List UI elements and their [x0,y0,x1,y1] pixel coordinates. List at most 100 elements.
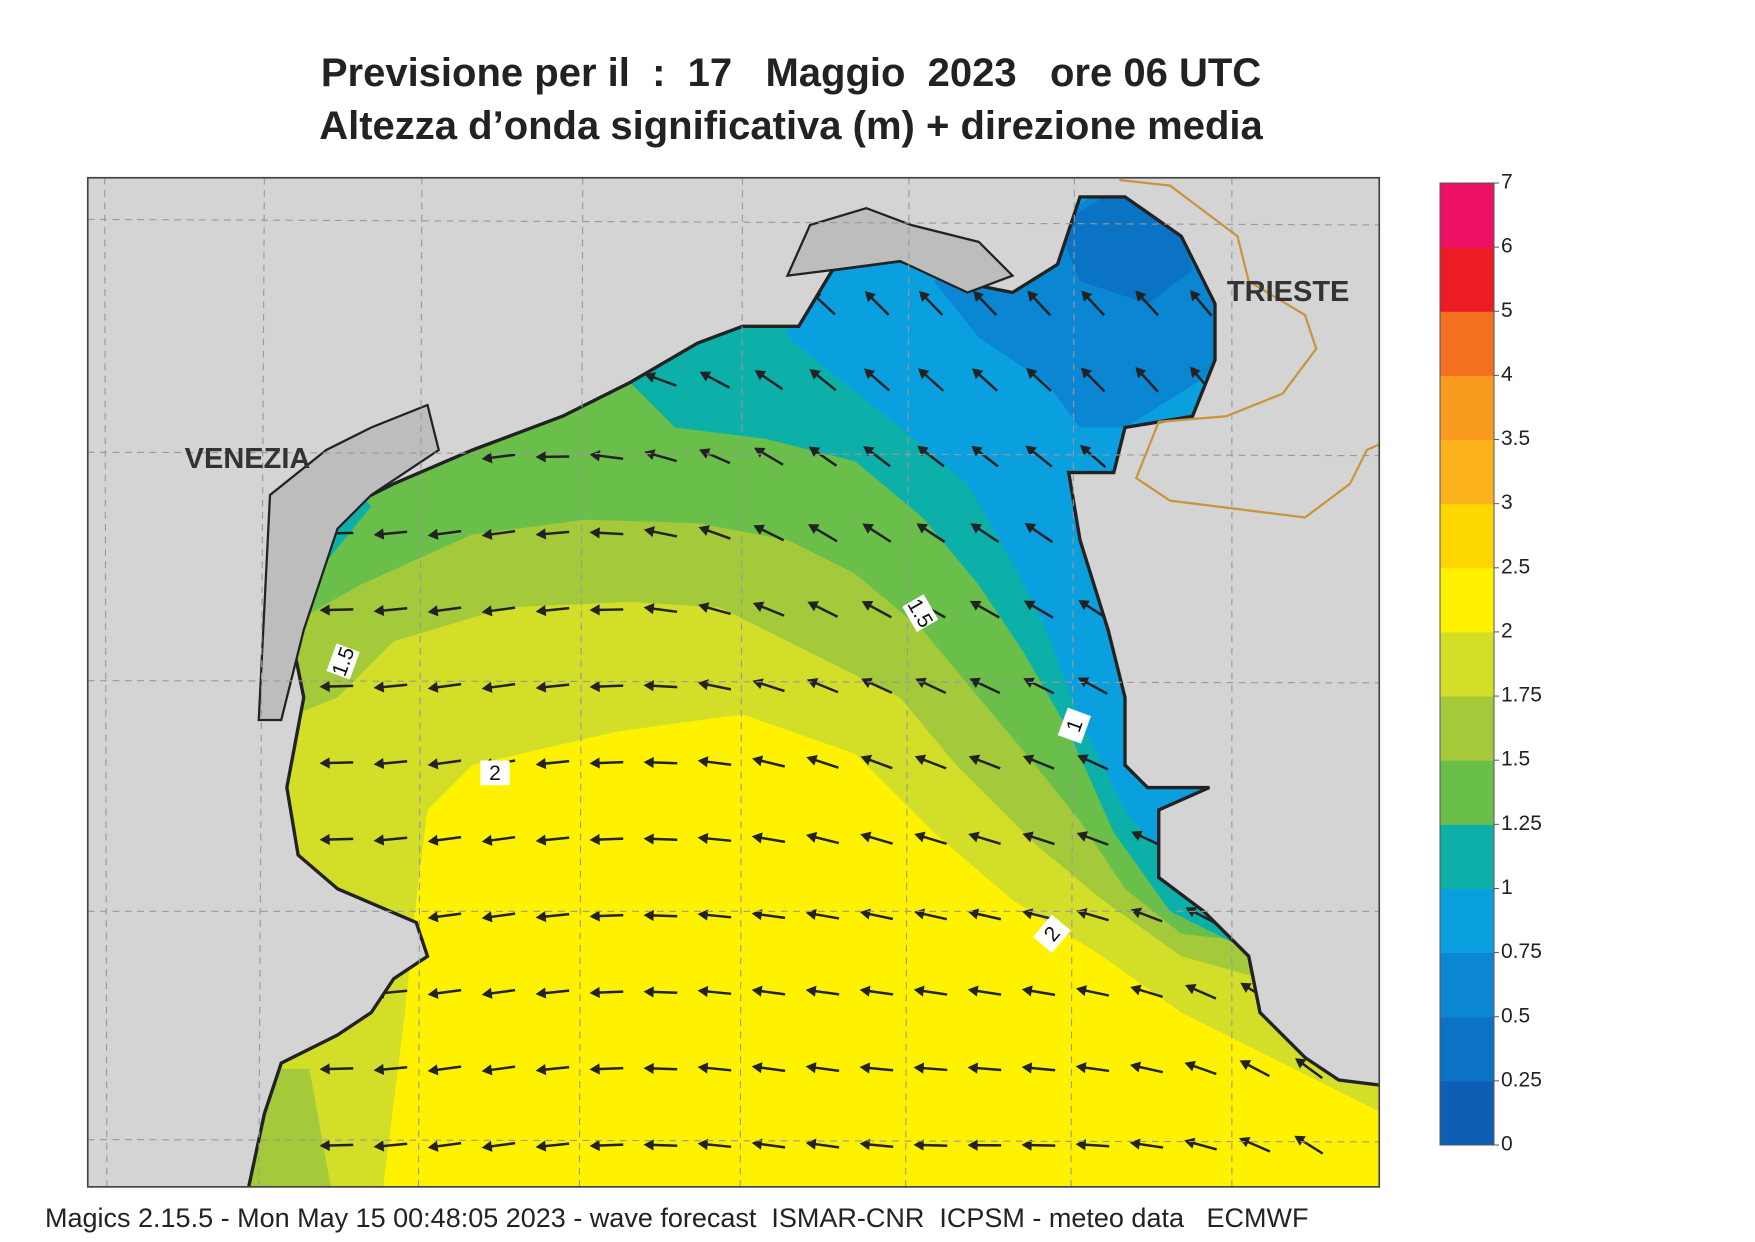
wave-arrow [698,602,732,616]
wave-arrow [860,754,893,770]
wave-arrow [535,528,570,540]
arrow-head [697,756,709,768]
wave-arrow [807,524,838,543]
arrow-head [1131,830,1143,842]
arrow-head [967,1139,978,1151]
wave-arrow [481,528,516,540]
arrow-head [427,987,439,999]
arrow-head [918,290,931,303]
arrow-head [427,911,439,923]
wave-arrow [859,985,894,997]
arrow-head [535,757,547,770]
wave-arrow [427,605,462,617]
arrow-head [805,985,817,997]
wave-arrow [427,1140,462,1152]
arrow-head [971,445,983,457]
arrow-head [698,602,710,614]
wave-arrow [969,677,1001,695]
colorbar-band [1440,888,1494,954]
wave-arrow [698,525,731,540]
colorbar-label: 4 [1501,363,1513,386]
colorbar-frame [1439,182,1495,1146]
arrow-head [697,1062,709,1074]
wave-arrow [751,985,786,997]
wave-arrow [589,450,624,462]
arrow-head [699,448,711,459]
label-box [902,594,939,632]
arrow-head [427,834,439,846]
wave-arrow [1294,1135,1324,1155]
wave-arrow [859,1062,894,1074]
arrow-head [1076,831,1089,842]
arrow-head [373,528,385,540]
wave-arrow [914,754,947,770]
arrow-head [427,681,439,693]
wave-arrow [809,368,837,392]
arrow-head [319,833,330,846]
arrow-head [643,756,654,769]
wave-arrow [805,1062,840,1074]
arrow-head [969,600,982,611]
wave-arrow [643,526,678,538]
colorbar-band [1440,247,1494,312]
arrow-head [1135,366,1147,379]
wave-arrow [319,833,354,846]
arrow-head [643,1062,654,1075]
wave-arrow [753,524,785,542]
wave-arrow [644,449,677,463]
wave-arrow [319,604,354,616]
wave-arrow [535,757,570,770]
wave-arrow [697,985,732,998]
wave-arrow [481,1064,516,1076]
arrow-head [643,603,655,615]
arrow-head [644,372,657,383]
arrow-head [805,908,817,920]
arrow-head [916,523,929,534]
contour-label: 2 [1032,914,1071,953]
arrow-head [751,909,763,921]
wave-arrow [973,290,998,316]
wave-arrow [1081,290,1106,317]
wave-arrow [481,605,516,617]
wave-arrow [373,604,408,617]
wave-arrow [1135,290,1160,317]
arrow-head [589,450,601,462]
colorbar-label: 3 [1501,491,1513,514]
title: Previsione per il : 17 Maggio 2023 ore 0… [321,51,1261,95]
wave-arrow [481,911,516,923]
wave-arrow [643,1139,678,1151]
arrow-head [752,601,765,613]
wave-arrow [643,833,678,845]
wave-arrow [535,834,570,846]
arrow-head [1239,1060,1252,1071]
contour-label: 2 [480,760,510,786]
wave-arrow [427,758,462,770]
arrow-head [373,1140,385,1152]
arrow-head [1184,1137,1196,1149]
wave-arrow [643,756,678,769]
wave-arrow [589,757,624,769]
arrow-head [806,831,818,843]
place-label: TRIESTE [1227,276,1349,308]
arrow-head [860,831,872,843]
arrow-head [589,680,600,693]
wave-arrow [697,909,732,921]
arrow-head [1240,982,1252,993]
arrow-head [1294,1135,1306,1146]
wave-arrow [427,987,462,999]
arrow-head [861,677,873,689]
colorbar-band [1440,567,1494,633]
arrow-head [1130,984,1142,996]
arrow-head [698,525,710,536]
wave-arrow [859,1138,894,1151]
wave-arrow [373,528,408,540]
arrow-head [1184,1060,1196,1072]
wave-arrow [752,601,785,617]
arrow-head [697,985,709,998]
colorbar-band [1440,439,1494,505]
arrow-head [807,524,820,535]
colorbar-label: 6 [1501,235,1513,258]
wave-arrow [589,910,624,922]
arrow-head [535,1063,547,1076]
arrow-head [589,757,600,769]
